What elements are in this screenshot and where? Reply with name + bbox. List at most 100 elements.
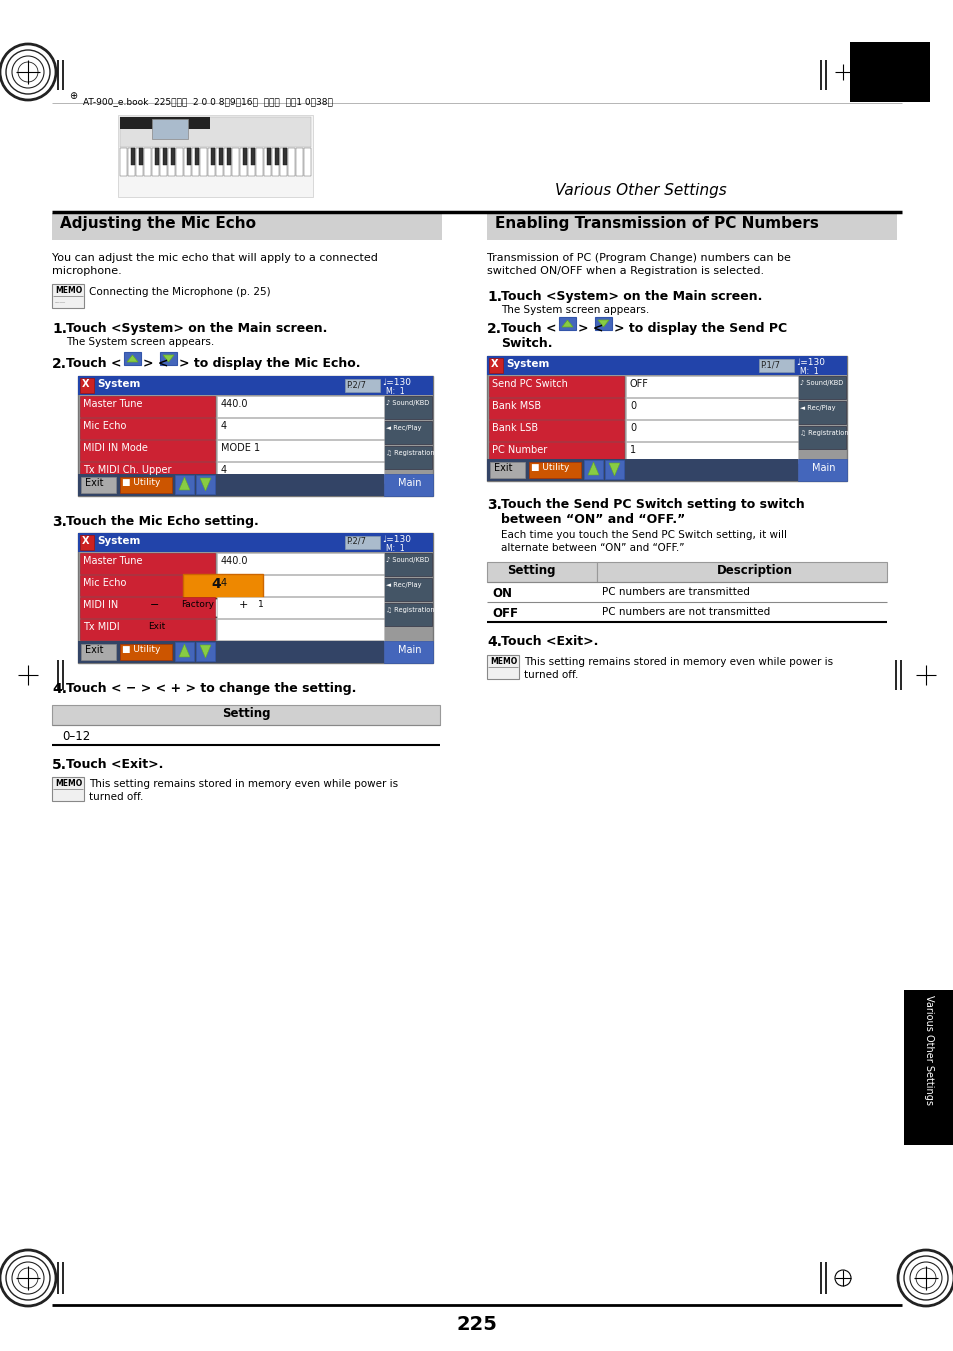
Circle shape	[921, 1274, 929, 1282]
Bar	[128, 149, 135, 176]
Bar	[80, 417, 214, 439]
Bar	[233, 598, 255, 616]
Text: Send PC Switch: Send PC Switch	[492, 380, 567, 389]
Bar	[216, 417, 384, 439]
Text: ♩=130: ♩=130	[381, 378, 411, 386]
Bar	[143, 598, 297, 617]
Text: X: X	[491, 359, 498, 369]
Bar	[759, 359, 793, 372]
Text: 4: 4	[221, 578, 227, 588]
Bar	[849, 42, 929, 101]
Bar	[288, 149, 294, 176]
Text: Touch <System> on the Main screen.: Touch <System> on the Main screen.	[66, 322, 327, 335]
Bar	[227, 149, 231, 165]
Bar	[124, 353, 141, 365]
Bar	[216, 619, 384, 640]
Bar	[175, 598, 231, 616]
Bar	[80, 553, 214, 574]
Text: Master Tune: Master Tune	[83, 399, 142, 409]
Text: ◄ Rec/Play: ◄ Rec/Play	[800, 405, 835, 411]
Text: P.1/7: P.1/7	[760, 359, 780, 369]
Bar	[211, 149, 214, 165]
Text: Touch <Exit>.: Touch <Exit>.	[66, 758, 163, 771]
Bar	[251, 149, 254, 165]
Text: Tx MIDI Ch. Upper: Tx MIDI Ch. Upper	[83, 465, 172, 476]
Text: Transmission of PC (Program Change) numbers can be: Transmission of PC (Program Change) numb…	[486, 253, 790, 263]
Bar	[120, 118, 210, 128]
Bar	[490, 462, 524, 478]
Bar	[144, 149, 151, 176]
Text: Setting: Setting	[221, 707, 270, 720]
Text: P.2/7: P.2/7	[346, 380, 366, 389]
Text: Main: Main	[397, 644, 421, 655]
Text: X: X	[82, 380, 90, 389]
Bar	[195, 476, 214, 494]
Bar	[120, 118, 311, 147]
Bar	[78, 376, 433, 496]
Text: Exit: Exit	[85, 478, 103, 488]
Text: turned off.: turned off.	[89, 792, 143, 802]
Text: ♩=130: ♩=130	[795, 358, 824, 367]
Text: 2.: 2.	[486, 322, 501, 336]
Text: Main: Main	[397, 478, 421, 488]
Text: Description: Description	[717, 563, 792, 577]
Text: ◄ Rec/Play: ◄ Rec/Play	[386, 582, 421, 588]
Text: Mic Echo: Mic Echo	[83, 578, 126, 588]
Bar	[139, 149, 143, 165]
Text: You can adjust the mic echo that will apply to a connected: You can adjust the mic echo that will ap…	[52, 253, 377, 263]
Bar	[216, 553, 384, 574]
Bar	[486, 459, 797, 481]
Bar	[903, 990, 953, 1146]
Bar	[80, 378, 94, 393]
Bar	[595, 317, 612, 330]
Bar	[384, 446, 432, 469]
Text: Factory: Factory	[181, 600, 213, 609]
Text: Touch <System> on the Main screen.: Touch <System> on the Main screen.	[500, 290, 761, 303]
Polygon shape	[200, 644, 211, 658]
Polygon shape	[163, 355, 173, 362]
Bar	[267, 149, 271, 165]
Bar	[219, 149, 223, 165]
Bar	[175, 149, 183, 176]
Text: alternate between “ON” and “OFF.”: alternate between “ON” and “OFF.”	[500, 543, 684, 553]
Text: 4.: 4.	[52, 682, 67, 696]
Text: MIDI IN Mode: MIDI IN Mode	[83, 443, 148, 453]
Bar	[120, 149, 127, 176]
Bar	[160, 149, 167, 176]
Text: Touch the Send PC Switch setting to switch: Touch the Send PC Switch setting to swit…	[500, 499, 804, 511]
Text: +: +	[239, 600, 248, 611]
Bar	[152, 149, 159, 176]
Bar	[80, 462, 214, 484]
Bar	[163, 149, 167, 165]
Bar	[272, 149, 278, 176]
Bar	[625, 420, 797, 440]
Text: 0: 0	[629, 401, 636, 411]
Bar	[486, 213, 896, 240]
Text: M:  1: M: 1	[386, 386, 404, 396]
Bar	[797, 459, 846, 481]
Bar	[295, 149, 303, 176]
Text: Adjusting the Mic Echo: Adjusting the Mic Echo	[60, 216, 255, 231]
Bar	[52, 705, 439, 725]
Bar	[52, 284, 84, 308]
Bar	[255, 149, 263, 176]
Bar	[797, 426, 845, 449]
Text: 440.0: 440.0	[221, 399, 248, 409]
Bar	[486, 562, 597, 582]
Text: 0: 0	[629, 423, 636, 434]
Bar	[183, 574, 263, 598]
Bar	[304, 149, 311, 176]
Bar	[583, 459, 602, 480]
Text: Bank LSB: Bank LSB	[492, 423, 537, 434]
Bar	[118, 115, 313, 197]
Bar	[489, 399, 623, 419]
Text: Master Tune: Master Tune	[83, 557, 142, 566]
Text: The System screen appears.: The System screen appears.	[500, 305, 649, 315]
Text: ____: ____	[54, 299, 65, 303]
Text: ON: ON	[492, 586, 512, 600]
Text: switched ON/OFF when a Registration is selected.: switched ON/OFF when a Registration is s…	[486, 266, 763, 276]
Text: 3.: 3.	[52, 515, 67, 530]
Text: Each time you touch the Send PC Switch setting, it will: Each time you touch the Send PC Switch s…	[500, 530, 786, 540]
Text: Touch the Mic Echo setting.: Touch the Mic Echo setting.	[66, 515, 258, 528]
Bar	[195, 642, 214, 661]
